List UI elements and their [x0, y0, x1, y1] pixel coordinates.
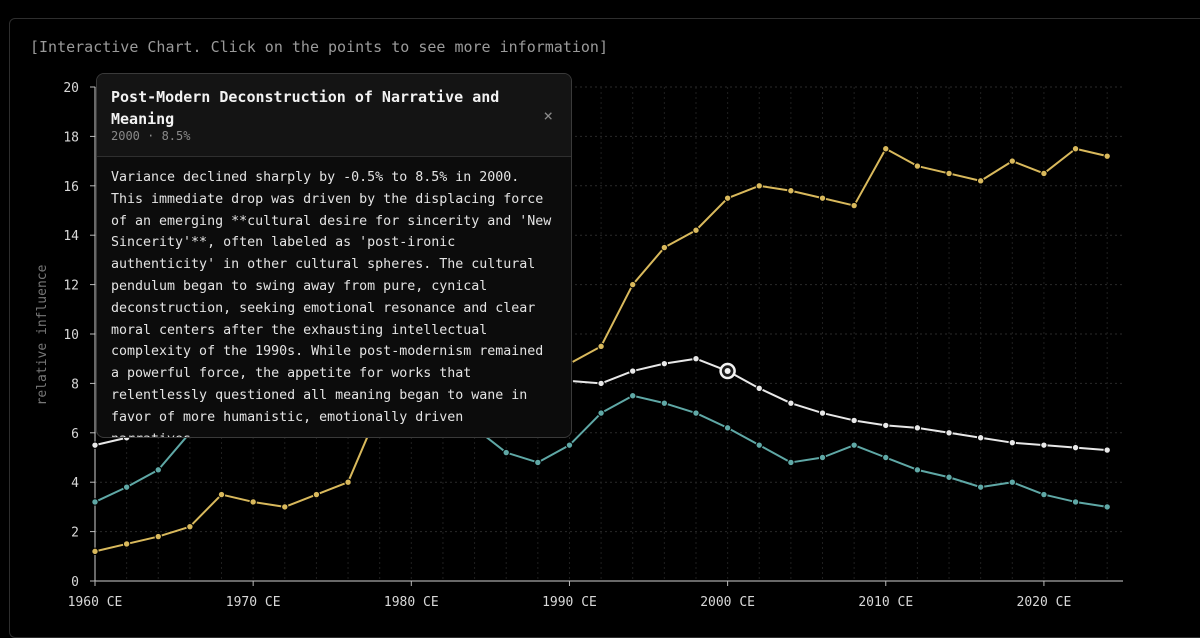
y-tick-label: 4 [71, 476, 79, 491]
data-point[interactable] [976, 177, 985, 185]
data-point[interactable] [91, 547, 99, 556]
data-point[interactable] [1071, 145, 1080, 153]
data-point[interactable] [281, 503, 289, 511]
data-point[interactable] [312, 490, 321, 499]
y-tick-label: 10 [63, 328, 79, 343]
y-tick-label: 0 [71, 575, 79, 590]
data-point[interactable] [1008, 157, 1016, 165]
y-tick-label: 14 [63, 229, 79, 244]
data-point[interactable] [818, 453, 827, 462]
data-point[interactable] [723, 424, 732, 432]
x-tick-label: 2000 CE [700, 595, 755, 610]
data-point[interactable] [692, 226, 700, 234]
data-point[interactable] [723, 194, 732, 202]
data-point[interactable] [1103, 152, 1111, 160]
data-point[interactable] [91, 441, 99, 449]
data-point[interactable] [217, 490, 226, 499]
data-point[interactable] [755, 384, 763, 393]
data-point[interactable] [597, 342, 605, 351]
x-tick-label: 1970 CE [226, 595, 281, 610]
tooltip-title: Post-Modern Deconstruction of Narrative … [111, 88, 500, 128]
data-point[interactable] [91, 498, 99, 506]
data-point[interactable] [660, 399, 669, 407]
data-point[interactable] [976, 434, 985, 442]
y-tick-label: 12 [63, 279, 79, 294]
y-tick-label: 18 [63, 130, 79, 145]
data-point[interactable] [1008, 478, 1016, 486]
data-point[interactable] [787, 399, 795, 407]
data-point[interactable] [692, 409, 700, 417]
tooltip-body: Variance declined sharply by -0.5% to 8.… [111, 170, 552, 437]
y-axis-label: relative influence [35, 264, 50, 405]
data-point[interactable] [850, 441, 858, 449]
data-point[interactable] [1103, 503, 1111, 511]
data-point[interactable] [534, 458, 542, 467]
x-tick-label: 1960 CE [68, 595, 123, 610]
data-point[interactable] [850, 201, 858, 210]
data-point[interactable] [1040, 441, 1048, 449]
data-point[interactable] [1071, 443, 1080, 452]
axes: 0 2 4 6 8 10 12 14 16 18 20 1960 CE 1970 CE 1980 CE 19… [63, 81, 1123, 610]
data-point[interactable] [186, 522, 194, 531]
data-point[interactable] [1040, 490, 1048, 499]
x-tick-label: 1990 CE [542, 595, 597, 610]
data-point[interactable] [154, 532, 162, 541]
data-point[interactable] [344, 478, 352, 486]
y-tick-label: 8 [71, 377, 79, 392]
data-point[interactable] [122, 540, 131, 548]
data-point[interactable] [882, 453, 890, 462]
data-point[interactable] [629, 392, 637, 400]
tooltip-meta: 2000 · 8.5% [111, 129, 191, 143]
data-point[interactable] [1071, 498, 1080, 506]
selected-point[interactable] [724, 368, 731, 375]
data-point[interactable] [597, 379, 605, 388]
data-point[interactable] [882, 421, 890, 430]
data-point[interactable] [945, 429, 953, 437]
data-point[interactable] [154, 466, 162, 474]
chart-caption: [Interactive Chart. Click on the points … [30, 38, 608, 56]
data-point[interactable] [629, 367, 637, 375]
data-point[interactable] [1040, 169, 1048, 178]
data-point[interactable] [787, 187, 795, 195]
x-tick-label: 2010 CE [858, 595, 913, 610]
x-tick-label: 2020 CE [1017, 595, 1072, 610]
y-tick-label: 16 [63, 180, 79, 195]
data-point[interactable] [818, 409, 827, 417]
data-point[interactable] [1008, 438, 1016, 447]
info-tooltip: Post-Modern Deconstruction of Narrative … [96, 73, 572, 438]
y-tick-label: 2 [71, 526, 79, 541]
data-point[interactable] [122, 483, 131, 491]
y-tick-label: 6 [71, 427, 79, 442]
data-point[interactable] [755, 441, 763, 449]
data-point[interactable] [913, 424, 922, 432]
data-point[interactable] [787, 458, 795, 467]
data-point[interactable] [945, 473, 953, 481]
data-point[interactable] [818, 194, 827, 202]
data-point[interactable] [629, 280, 637, 289]
data-point[interactable] [850, 416, 858, 425]
close-icon[interactable]: × [543, 106, 553, 125]
data-point[interactable] [565, 441, 574, 449]
x-tick-label: 1980 CE [384, 595, 439, 610]
data-point[interactable] [502, 448, 510, 457]
data-point[interactable] [976, 483, 985, 491]
data-point[interactable] [755, 182, 763, 190]
y-tick-label: 20 [63, 81, 79, 96]
data-point[interactable] [692, 355, 700, 363]
data-point[interactable] [945, 169, 953, 178]
data-point[interactable] [913, 466, 922, 474]
data-point[interactable] [882, 145, 890, 153]
tooltip-header: Post-Modern Deconstruction of Narrative … [97, 74, 571, 157]
data-point[interactable] [249, 498, 257, 506]
data-point[interactable] [1103, 446, 1111, 454]
data-point[interactable] [660, 243, 669, 252]
data-point[interactable] [597, 409, 605, 417]
data-point[interactable] [913, 162, 922, 170]
data-point[interactable] [660, 359, 669, 368]
